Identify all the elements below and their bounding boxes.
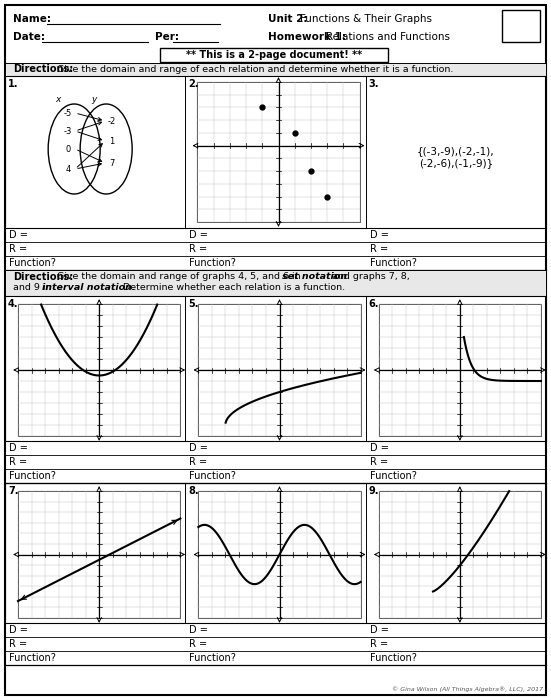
Text: Function?: Function?: [9, 653, 56, 663]
Text: © Gina Wilson (All Things Algebra®, LLC), 2017: © Gina Wilson (All Things Algebra®, LLC)…: [392, 687, 543, 692]
Bar: [18, 304, 180, 436]
Text: -3: -3: [64, 127, 72, 136]
Bar: [5, 270, 546, 296]
Text: 4: 4: [66, 164, 71, 174]
Text: Homework 1:: Homework 1:: [268, 32, 346, 42]
Bar: [198, 304, 361, 436]
Text: x: x: [56, 94, 61, 104]
Text: Functions & Their Graphs: Functions & Their Graphs: [300, 14, 432, 24]
Text: 7.: 7.: [8, 486, 19, 496]
Text: 3.: 3.: [369, 79, 379, 89]
Text: R =: R =: [370, 457, 388, 467]
Text: Function?: Function?: [370, 471, 417, 481]
Text: R =: R =: [190, 244, 208, 254]
Bar: [379, 304, 541, 436]
Bar: [197, 82, 360, 222]
Text: 5.: 5.: [188, 299, 199, 309]
Text: R =: R =: [190, 457, 208, 467]
Text: Directions:: Directions:: [13, 64, 73, 74]
Text: set notation: set notation: [282, 272, 347, 281]
Text: {(-3,-9),(-2,-1),: {(-3,-9),(-2,-1),: [417, 146, 495, 156]
Text: 1: 1: [110, 136, 115, 146]
Bar: [160, 48, 388, 62]
Text: (-2,-6),(-1,-9)}: (-2,-6),(-1,-9)}: [419, 158, 493, 168]
Text: Date:: Date:: [13, 32, 45, 42]
Text: D =: D =: [370, 443, 388, 453]
Bar: [379, 491, 541, 618]
Text: Directions:: Directions:: [13, 272, 73, 282]
Text: Determine whether each relation is a function.: Determine whether each relation is a fun…: [120, 283, 345, 292]
Text: D =: D =: [190, 625, 208, 635]
Text: 1.: 1.: [8, 79, 19, 89]
Text: Function?: Function?: [9, 258, 56, 268]
Text: R =: R =: [9, 457, 27, 467]
Text: Function?: Function?: [370, 258, 417, 268]
Text: R =: R =: [370, 244, 388, 254]
Text: and 9 in: and 9 in: [13, 283, 55, 292]
Text: R =: R =: [370, 639, 388, 649]
Text: Relations and Functions: Relations and Functions: [326, 32, 450, 42]
Text: 6.: 6.: [369, 299, 379, 309]
Bar: [5, 483, 546, 623]
Text: D =: D =: [370, 230, 388, 240]
Text: R =: R =: [9, 639, 27, 649]
Text: Per:: Per:: [155, 32, 179, 42]
Text: y: y: [91, 94, 97, 104]
Bar: [198, 491, 361, 618]
Text: -5: -5: [64, 108, 72, 118]
Text: 0: 0: [66, 144, 71, 153]
Text: 8.: 8.: [188, 486, 199, 496]
Text: Give the domain and range of graphs 4, 5, and 6 in: Give the domain and range of graphs 4, 5…: [57, 272, 304, 281]
Text: Function?: Function?: [9, 471, 56, 481]
Text: 7: 7: [110, 158, 115, 167]
Text: Function?: Function?: [370, 653, 417, 663]
Text: and graphs 7, 8,: and graphs 7, 8,: [329, 272, 410, 281]
Text: R =: R =: [9, 244, 27, 254]
Bar: [5, 76, 546, 228]
Text: D =: D =: [9, 443, 28, 453]
Text: interval notation.: interval notation.: [42, 283, 136, 292]
Text: D =: D =: [370, 625, 388, 635]
Text: D =: D =: [9, 625, 28, 635]
Text: Function?: Function?: [190, 258, 236, 268]
Text: Function?: Function?: [190, 653, 236, 663]
Text: 9.: 9.: [369, 486, 379, 496]
Bar: [5, 63, 546, 76]
Text: Function?: Function?: [190, 471, 236, 481]
Text: -2: -2: [108, 116, 116, 125]
Text: Name:: Name:: [13, 14, 51, 24]
Bar: [502, 10, 540, 42]
Text: D =: D =: [190, 230, 208, 240]
Text: D =: D =: [9, 230, 28, 240]
Text: 4.: 4.: [8, 299, 19, 309]
Text: ** This is a 2-page document! **: ** This is a 2-page document! **: [186, 50, 362, 60]
Text: Unit 2:: Unit 2:: [268, 14, 307, 24]
Bar: [18, 491, 180, 618]
Text: D =: D =: [190, 443, 208, 453]
Bar: [5, 296, 546, 441]
Text: 2.: 2.: [188, 79, 199, 89]
Text: Give the domain and range of each relation and determine whether it is a functio: Give the domain and range of each relati…: [57, 64, 453, 74]
Text: R =: R =: [190, 639, 208, 649]
